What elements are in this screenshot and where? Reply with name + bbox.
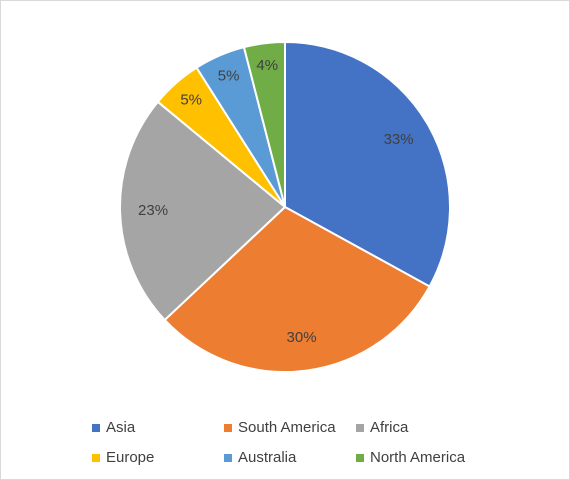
data-label: 5% — [218, 68, 240, 85]
pie-slice — [119, 100, 287, 322]
pie-slice — [242, 40, 286, 208]
legend-label: South America — [238, 419, 336, 436]
legend-marker — [356, 454, 364, 462]
legend-label: Europe — [106, 449, 154, 466]
legend-label: Africa — [370, 419, 409, 436]
legend-label: Asia — [106, 419, 136, 436]
data-label: 5% — [180, 92, 202, 109]
data-label: 23% — [138, 202, 168, 219]
legend-marker — [92, 454, 100, 462]
data-label: 33% — [384, 131, 414, 148]
legend-label: Australia — [238, 449, 297, 466]
data-label: 30% — [287, 329, 317, 346]
legend-marker — [224, 454, 232, 462]
pie-slice — [284, 40, 451, 288]
data-label: 4% — [256, 57, 278, 74]
legend-label: North America — [370, 449, 466, 466]
legend-marker — [356, 424, 364, 432]
legend-marker — [224, 424, 232, 432]
legend-marker — [92, 424, 100, 432]
pie-slice — [163, 205, 431, 373]
